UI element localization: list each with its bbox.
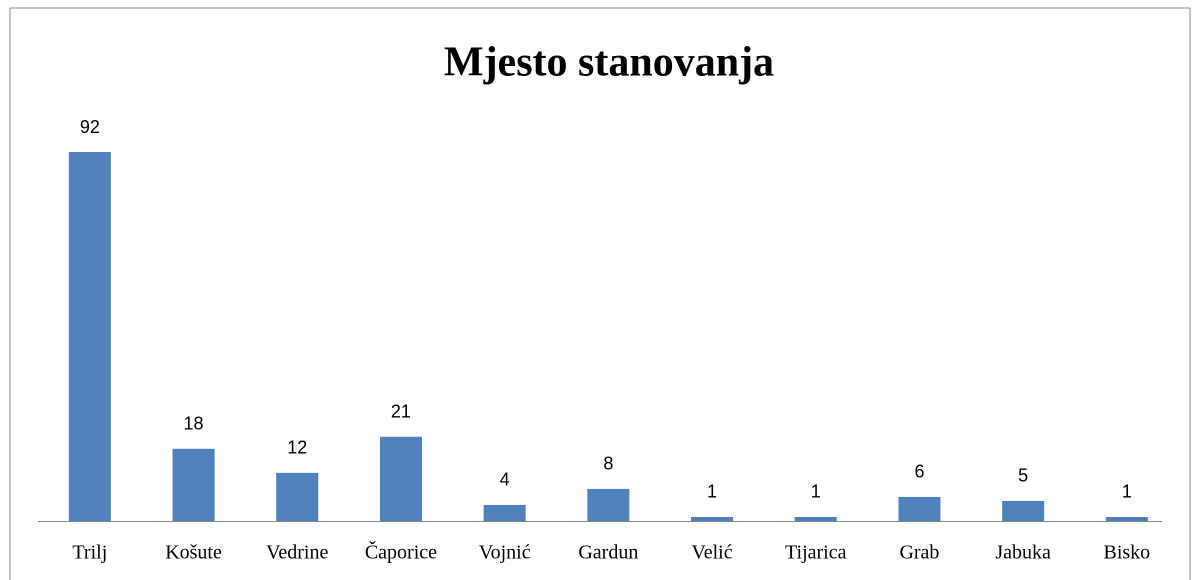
- data-label: 1: [1122, 482, 1132, 502]
- bar: [1105, 516, 1148, 521]
- x-tick-label: Bisko: [1104, 542, 1151, 564]
- bar: [276, 472, 319, 521]
- bar: [794, 516, 837, 521]
- x-tick-label: Grab: [899, 542, 939, 564]
- chart-title: Mjesto stanovanja: [444, 40, 774, 86]
- x-tick-label: Vedrine: [266, 542, 328, 564]
- x-tick-label: Gardun: [578, 542, 638, 564]
- bar: [68, 152, 111, 521]
- x-tick-label: Velić: [692, 542, 733, 564]
- bar: [691, 516, 734, 521]
- bar: [898, 496, 941, 521]
- bar: [587, 488, 630, 521]
- bar: [483, 504, 526, 521]
- x-tick-label: Trilj: [72, 542, 107, 564]
- data-label: 12: [287, 438, 307, 458]
- bar: [379, 436, 422, 521]
- data-label: 4: [500, 470, 510, 490]
- data-label: 18: [184, 414, 204, 434]
- data-label: 21: [391, 402, 411, 422]
- data-label: 1: [811, 482, 821, 502]
- x-tick-label: Čaporice: [365, 540, 437, 564]
- x-tick-label: Jabuka: [995, 542, 1051, 564]
- data-label: 1: [707, 482, 717, 502]
- data-label: 5: [1018, 466, 1028, 486]
- data-label: 6: [914, 462, 924, 482]
- bar: [1002, 500, 1045, 521]
- bar: [172, 448, 215, 521]
- data-label: 92: [80, 117, 100, 137]
- x-tick-label: Vojnić: [479, 542, 531, 564]
- data-label: 8: [603, 454, 613, 474]
- x-tick-label: Košute: [165, 542, 222, 564]
- x-tick-label: Tijarica: [785, 542, 847, 564]
